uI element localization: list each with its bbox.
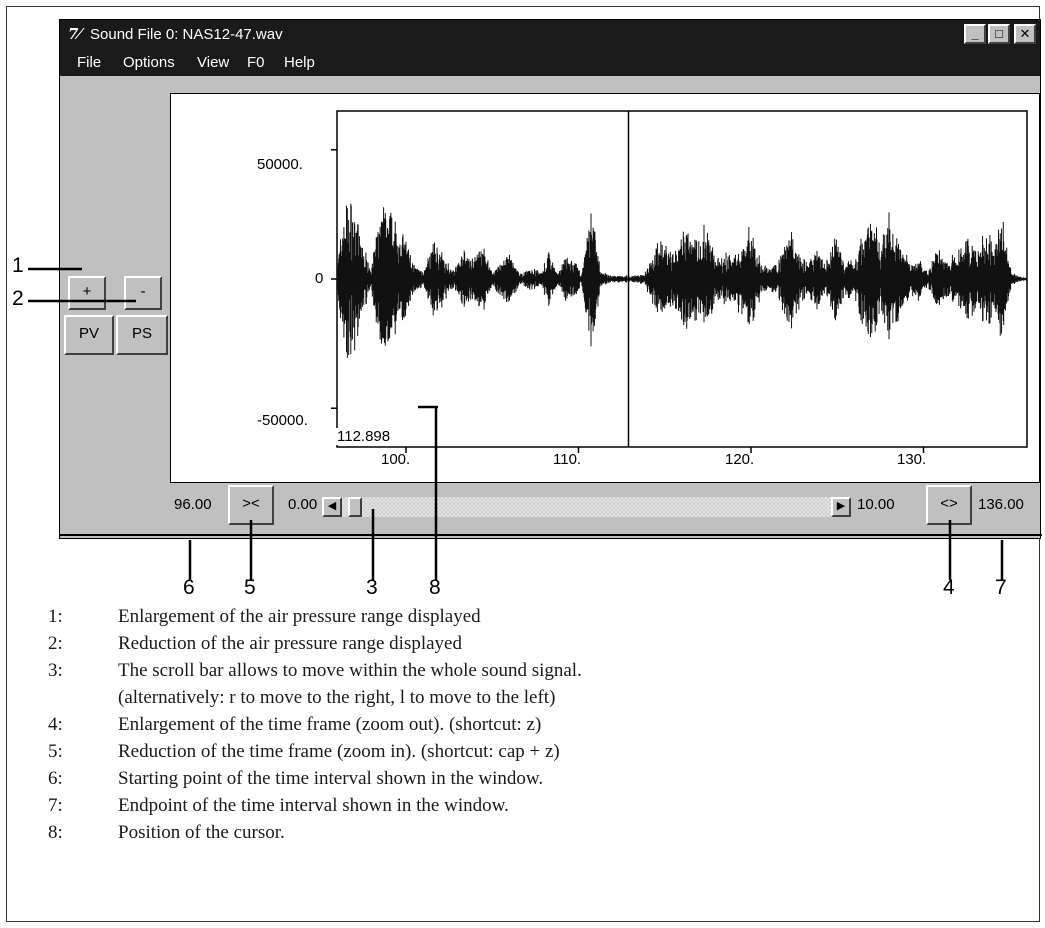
legend-item: 7: Endpoint of the time interval shown in… xyxy=(48,795,1028,822)
callout-number-1: 1 xyxy=(12,254,24,277)
waveform-plot[interactable] xyxy=(171,94,1039,482)
waveform-trace xyxy=(336,203,1028,358)
legend-text: Reduction of the air pressure range disp… xyxy=(118,633,462,654)
triangle-left-icon: ◀ xyxy=(327,500,337,512)
legend-item: (alternatively: r to move to the right, … xyxy=(48,687,1028,714)
legend-text: Enlargement of the air pressure range di… xyxy=(118,606,481,627)
callout-number-4: 4 xyxy=(943,576,955,599)
client-area: + - PV PS 50000. 0 -50000. 100. 110. 120… xyxy=(60,76,1040,538)
legend-number: 4: xyxy=(48,714,63,735)
legend-number: 6: xyxy=(48,768,63,789)
scroll-thumb[interactable] xyxy=(348,497,362,517)
minimize-button[interactable]: _ xyxy=(964,24,986,44)
y-tick-label: -50000. xyxy=(257,412,308,429)
start-time-readout: 96.00 xyxy=(174,496,212,513)
legend-item: 5: Reduction of the time frame (zoom in).… xyxy=(48,741,1028,768)
legend-number: 7: xyxy=(48,795,63,816)
legend-text: Reduction of the time frame (zoom in). (… xyxy=(118,741,560,762)
callout-number-2: 2 xyxy=(12,287,24,310)
x-tick-label: 120. xyxy=(725,451,755,468)
scroll-min-label: 0.00 xyxy=(288,496,318,513)
time-zoom-out-button[interactable]: <> xyxy=(926,485,972,525)
x-tick-label: 100. xyxy=(381,451,411,468)
menu-options[interactable]: Options xyxy=(123,54,175,71)
cursor-position-readout: 112.898 xyxy=(335,428,393,445)
x-tick-label: 130. xyxy=(897,451,927,468)
scroll-left-button[interactable]: ◀ xyxy=(322,497,342,517)
menu-view[interactable]: View xyxy=(197,54,230,71)
amplitude-zoom-out-button[interactable]: - xyxy=(124,276,162,310)
legend-text: The scroll bar allows to move within the… xyxy=(118,660,582,681)
scroll-max-label: 10.00 xyxy=(857,496,895,513)
triangle-right-icon: ▶ xyxy=(836,500,846,512)
y-tick-label: 0 xyxy=(315,270,324,287)
legend-item: 6: Starting point of the time interval sh… xyxy=(48,768,1028,795)
window-bottom-rule xyxy=(60,534,1042,536)
menu-bar: File Options View F0 Help xyxy=(60,49,1040,76)
maximize-icon: □ xyxy=(995,26,1003,41)
legend-text: Starting point of the time interval show… xyxy=(118,768,544,789)
amplitude-zoom-in-button[interactable]: + xyxy=(68,276,106,310)
legend-text: Enlargement of the time frame (zoom out)… xyxy=(118,714,542,735)
scroll-right-button[interactable]: ▶ xyxy=(831,497,851,517)
minimize-icon: _ xyxy=(971,26,979,41)
maximize-button[interactable]: □ xyxy=(988,24,1010,44)
legend-number: 2: xyxy=(48,633,63,654)
legend-text: Endpoint of the time interval shown in t… xyxy=(118,795,509,816)
app-icon: 7⁄ xyxy=(68,25,81,43)
close-button[interactable]: ✕ xyxy=(1014,24,1036,44)
menu-file[interactable]: File xyxy=(77,54,102,71)
legend-item: 1: Enlargement of the air pressure range … xyxy=(48,606,1028,633)
waveform-panel[interactable]: 50000. 0 -50000. 100. 110. 120. 130. 112… xyxy=(170,93,1040,483)
legend-number: 3: xyxy=(48,660,63,681)
legend-item: 8: Position of the cursor. xyxy=(48,822,1028,849)
legend-number: 8: xyxy=(48,822,63,843)
y-tick-label: 50000. xyxy=(257,156,303,173)
legend-item: 4: Enlargement of the time frame (zoom ou… xyxy=(48,714,1028,741)
title-bar[interactable]: 7⁄ Sound File 0: NAS12-47.wav _ □ ✕ xyxy=(60,20,1040,49)
ps-button[interactable]: PS xyxy=(116,315,168,355)
menu-f0[interactable]: F0 xyxy=(247,54,265,71)
time-scrollbar[interactable] xyxy=(325,497,831,517)
close-icon: ✕ xyxy=(1019,26,1031,41)
window-title: Sound File 0: NAS12-47.wav xyxy=(90,26,283,43)
callout-number-7: 7 xyxy=(995,576,1007,599)
legend-item: 2: Reduction of the air pressure range di… xyxy=(48,633,1028,660)
legend-text: (alternatively: r to move to the right, … xyxy=(118,687,556,708)
callout-lines xyxy=(28,267,1004,580)
callout-number-6: 6 xyxy=(183,576,195,599)
pv-button[interactable]: PV xyxy=(64,315,114,355)
callout-number-8: 8 xyxy=(429,576,441,599)
legend-text: Position of the cursor. xyxy=(118,822,285,843)
end-time-readout: 136.00 xyxy=(978,496,1024,513)
sound-file-window: 7⁄ Sound File 0: NAS12-47.wav _ □ ✕ File… xyxy=(59,19,1042,539)
legend-number: 1: xyxy=(48,606,63,627)
legend-number: 5: xyxy=(48,741,63,762)
callout-number-3: 3 xyxy=(366,576,378,599)
callout-number-5: 5 xyxy=(244,576,256,599)
legend-item: 3: The scroll bar allows to move within t… xyxy=(48,660,1028,687)
legend-list: 1: Enlargement of the air pressure range … xyxy=(48,606,1028,849)
menu-help[interactable]: Help xyxy=(284,54,315,71)
x-tick-label: 110. xyxy=(553,451,582,468)
